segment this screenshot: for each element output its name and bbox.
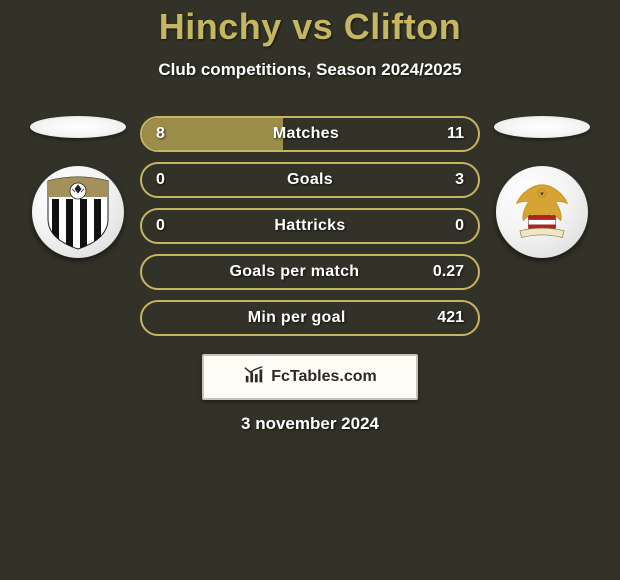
right-player-col [492,116,592,258]
stat-value-right: 421 [437,309,464,327]
stat-value-left: 0 [156,171,165,189]
stat-label: Matches [273,125,339,143]
brand-badge: FcTables.com [202,354,418,400]
stat-value-right: 0 [455,217,464,235]
stat-value-right: 11 [447,125,464,143]
stat-value-right: 3 [455,171,464,189]
stat-label: Goals per match [229,263,359,281]
stat-value-right: 0.27 [433,263,464,281]
stat-bar: 0 Hattricks 0 [140,208,480,244]
right-player-ellipse [494,116,590,138]
stat-value-left: 8 [156,125,165,143]
stat-value-left: 0 [156,217,165,235]
comparison-region: 8 Matches 11 0 Goals 3 0 Hattricks 0 Goals per ma… [0,116,620,336]
stat-bar: 8 Matches 11 [140,116,480,152]
stat-label: Goals [287,171,333,189]
stat-bar: 0 Goals 3 [140,162,480,198]
right-crest-wrap [496,166,588,258]
brand-chart-icon [243,364,265,391]
left-player-col [28,116,128,258]
page-subtitle: Club competitions, Season 2024/2025 [0,60,620,80]
page-title: Hinchy vs Clifton [0,0,620,48]
left-crest [44,173,112,251]
right-crest [508,173,576,251]
stat-label: Hattricks [274,217,345,235]
brand-text: FcTables.com [271,368,377,386]
stat-bar: Min per goal 421 [140,300,480,336]
date-text: 3 november 2024 [0,414,620,434]
stat-label: Min per goal [248,309,346,327]
left-player-ellipse [30,116,126,138]
stats-column: 8 Matches 11 0 Goals 3 0 Hattricks 0 Goals per ma… [140,116,480,336]
stat-bar: Goals per match 0.27 [140,254,480,290]
left-crest-wrap [32,166,124,258]
